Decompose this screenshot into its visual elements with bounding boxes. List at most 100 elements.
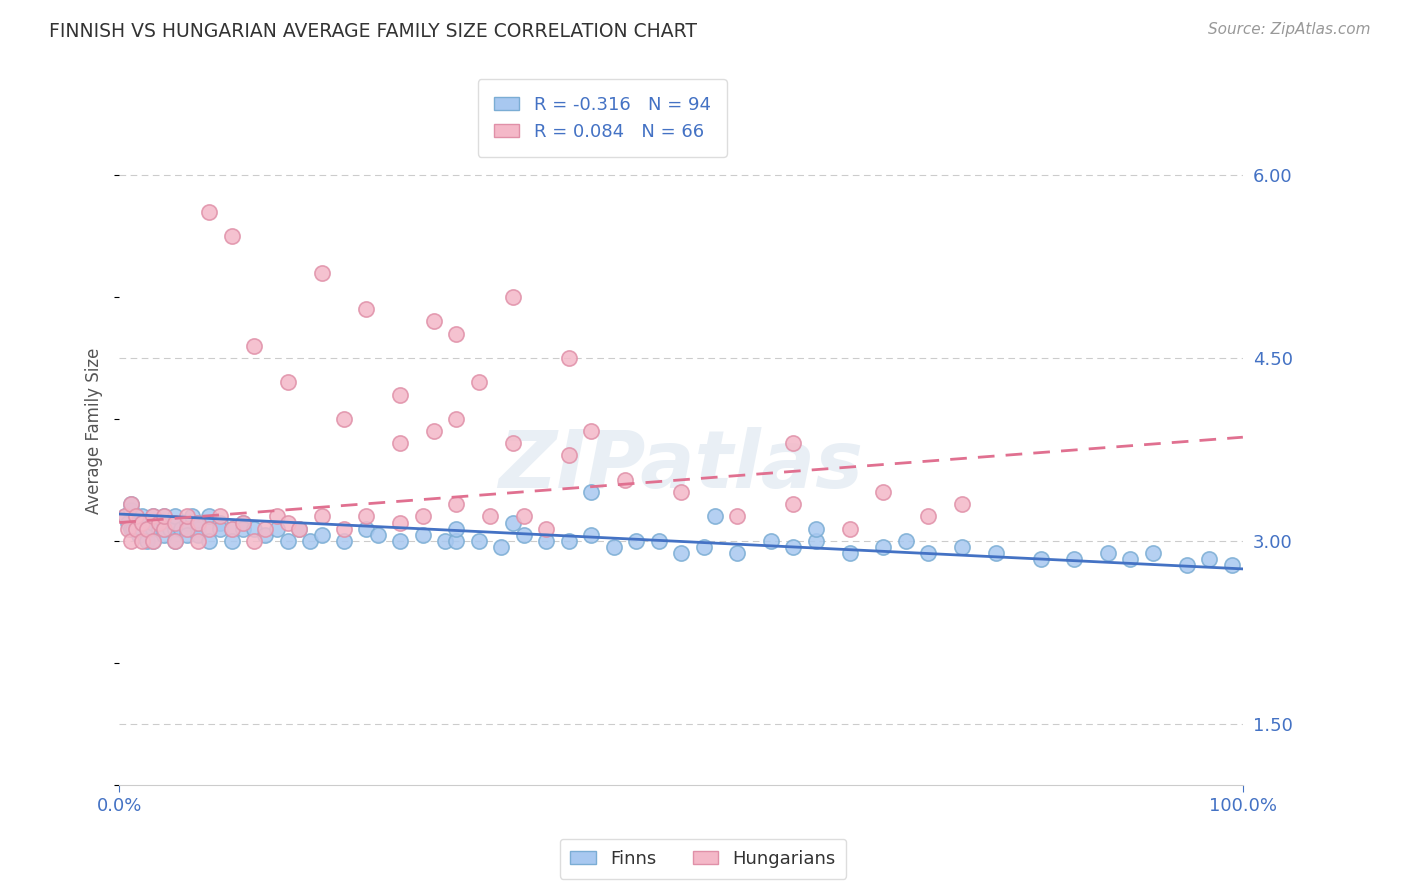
Point bbox=[669, 485, 692, 500]
Point bbox=[181, 509, 204, 524]
Point bbox=[232, 516, 254, 530]
Point bbox=[198, 509, 221, 524]
Point bbox=[198, 204, 221, 219]
Text: ZIPatlas: ZIPatlas bbox=[499, 427, 863, 506]
Point bbox=[602, 540, 624, 554]
Point bbox=[950, 497, 973, 511]
Point bbox=[131, 509, 153, 524]
Point bbox=[117, 522, 139, 536]
Point bbox=[513, 528, 536, 542]
Point bbox=[114, 509, 136, 524]
Point bbox=[254, 522, 277, 536]
Point bbox=[176, 516, 198, 530]
Point bbox=[872, 485, 894, 500]
Point bbox=[502, 290, 524, 304]
Point bbox=[136, 522, 159, 536]
Point bbox=[1029, 552, 1052, 566]
Point bbox=[311, 528, 333, 542]
Point bbox=[502, 516, 524, 530]
Point bbox=[1119, 552, 1142, 566]
Point bbox=[221, 533, 243, 548]
Point bbox=[872, 540, 894, 554]
Point bbox=[434, 533, 457, 548]
Point bbox=[389, 387, 412, 401]
Point bbox=[125, 509, 148, 524]
Point bbox=[153, 516, 176, 530]
Point bbox=[446, 412, 468, 426]
Point bbox=[198, 522, 221, 536]
Point bbox=[491, 540, 513, 554]
Point bbox=[187, 522, 209, 536]
Point bbox=[804, 533, 827, 548]
Legend: Finns, Hungarians: Finns, Hungarians bbox=[560, 838, 846, 879]
Point bbox=[917, 509, 939, 524]
Point bbox=[333, 533, 356, 548]
Point bbox=[838, 546, 860, 560]
Point bbox=[412, 528, 434, 542]
Point bbox=[136, 522, 159, 536]
Point bbox=[838, 522, 860, 536]
Point bbox=[703, 509, 725, 524]
Point bbox=[669, 546, 692, 560]
Point bbox=[148, 516, 170, 530]
Point bbox=[198, 533, 221, 548]
Point bbox=[128, 528, 150, 542]
Point bbox=[1097, 546, 1119, 560]
Point bbox=[288, 522, 311, 536]
Point bbox=[198, 522, 221, 536]
Point bbox=[209, 522, 232, 536]
Point bbox=[423, 424, 446, 438]
Point bbox=[389, 516, 412, 530]
Point bbox=[176, 522, 198, 536]
Point bbox=[479, 509, 502, 524]
Point bbox=[759, 533, 782, 548]
Point bbox=[165, 533, 187, 548]
Point bbox=[446, 326, 468, 341]
Point bbox=[557, 351, 579, 365]
Point bbox=[1142, 546, 1164, 560]
Point bbox=[254, 528, 277, 542]
Point bbox=[187, 516, 209, 530]
Point bbox=[468, 533, 491, 548]
Point bbox=[984, 546, 1007, 560]
Point bbox=[333, 522, 356, 536]
Point bbox=[209, 509, 232, 524]
Point bbox=[1175, 558, 1198, 573]
Point bbox=[170, 522, 193, 536]
Point bbox=[165, 509, 187, 524]
Point bbox=[120, 533, 142, 548]
Point bbox=[502, 436, 524, 450]
Point bbox=[536, 522, 558, 536]
Point bbox=[288, 522, 311, 536]
Point bbox=[446, 522, 468, 536]
Point bbox=[266, 522, 288, 536]
Point bbox=[153, 509, 176, 524]
Point bbox=[142, 516, 165, 530]
Point bbox=[165, 516, 187, 530]
Point bbox=[176, 509, 198, 524]
Point bbox=[142, 533, 165, 548]
Point bbox=[804, 522, 827, 536]
Point bbox=[232, 522, 254, 536]
Legend: R = -0.316   N = 94, R = 0.084   N = 66: R = -0.316 N = 94, R = 0.084 N = 66 bbox=[478, 79, 727, 157]
Point bbox=[209, 516, 232, 530]
Point bbox=[277, 376, 299, 390]
Point bbox=[579, 485, 602, 500]
Point bbox=[1198, 552, 1220, 566]
Point bbox=[125, 522, 148, 536]
Y-axis label: Average Family Size: Average Family Size bbox=[86, 348, 103, 515]
Point bbox=[557, 449, 579, 463]
Point bbox=[647, 533, 669, 548]
Point bbox=[142, 509, 165, 524]
Point bbox=[142, 509, 165, 524]
Point bbox=[1220, 558, 1243, 573]
Point bbox=[121, 522, 143, 536]
Point bbox=[159, 522, 181, 536]
Point bbox=[187, 528, 209, 542]
Point bbox=[176, 522, 198, 536]
Point bbox=[311, 266, 333, 280]
Point bbox=[266, 509, 288, 524]
Point bbox=[782, 436, 804, 450]
Point bbox=[356, 509, 378, 524]
Point bbox=[120, 522, 142, 536]
